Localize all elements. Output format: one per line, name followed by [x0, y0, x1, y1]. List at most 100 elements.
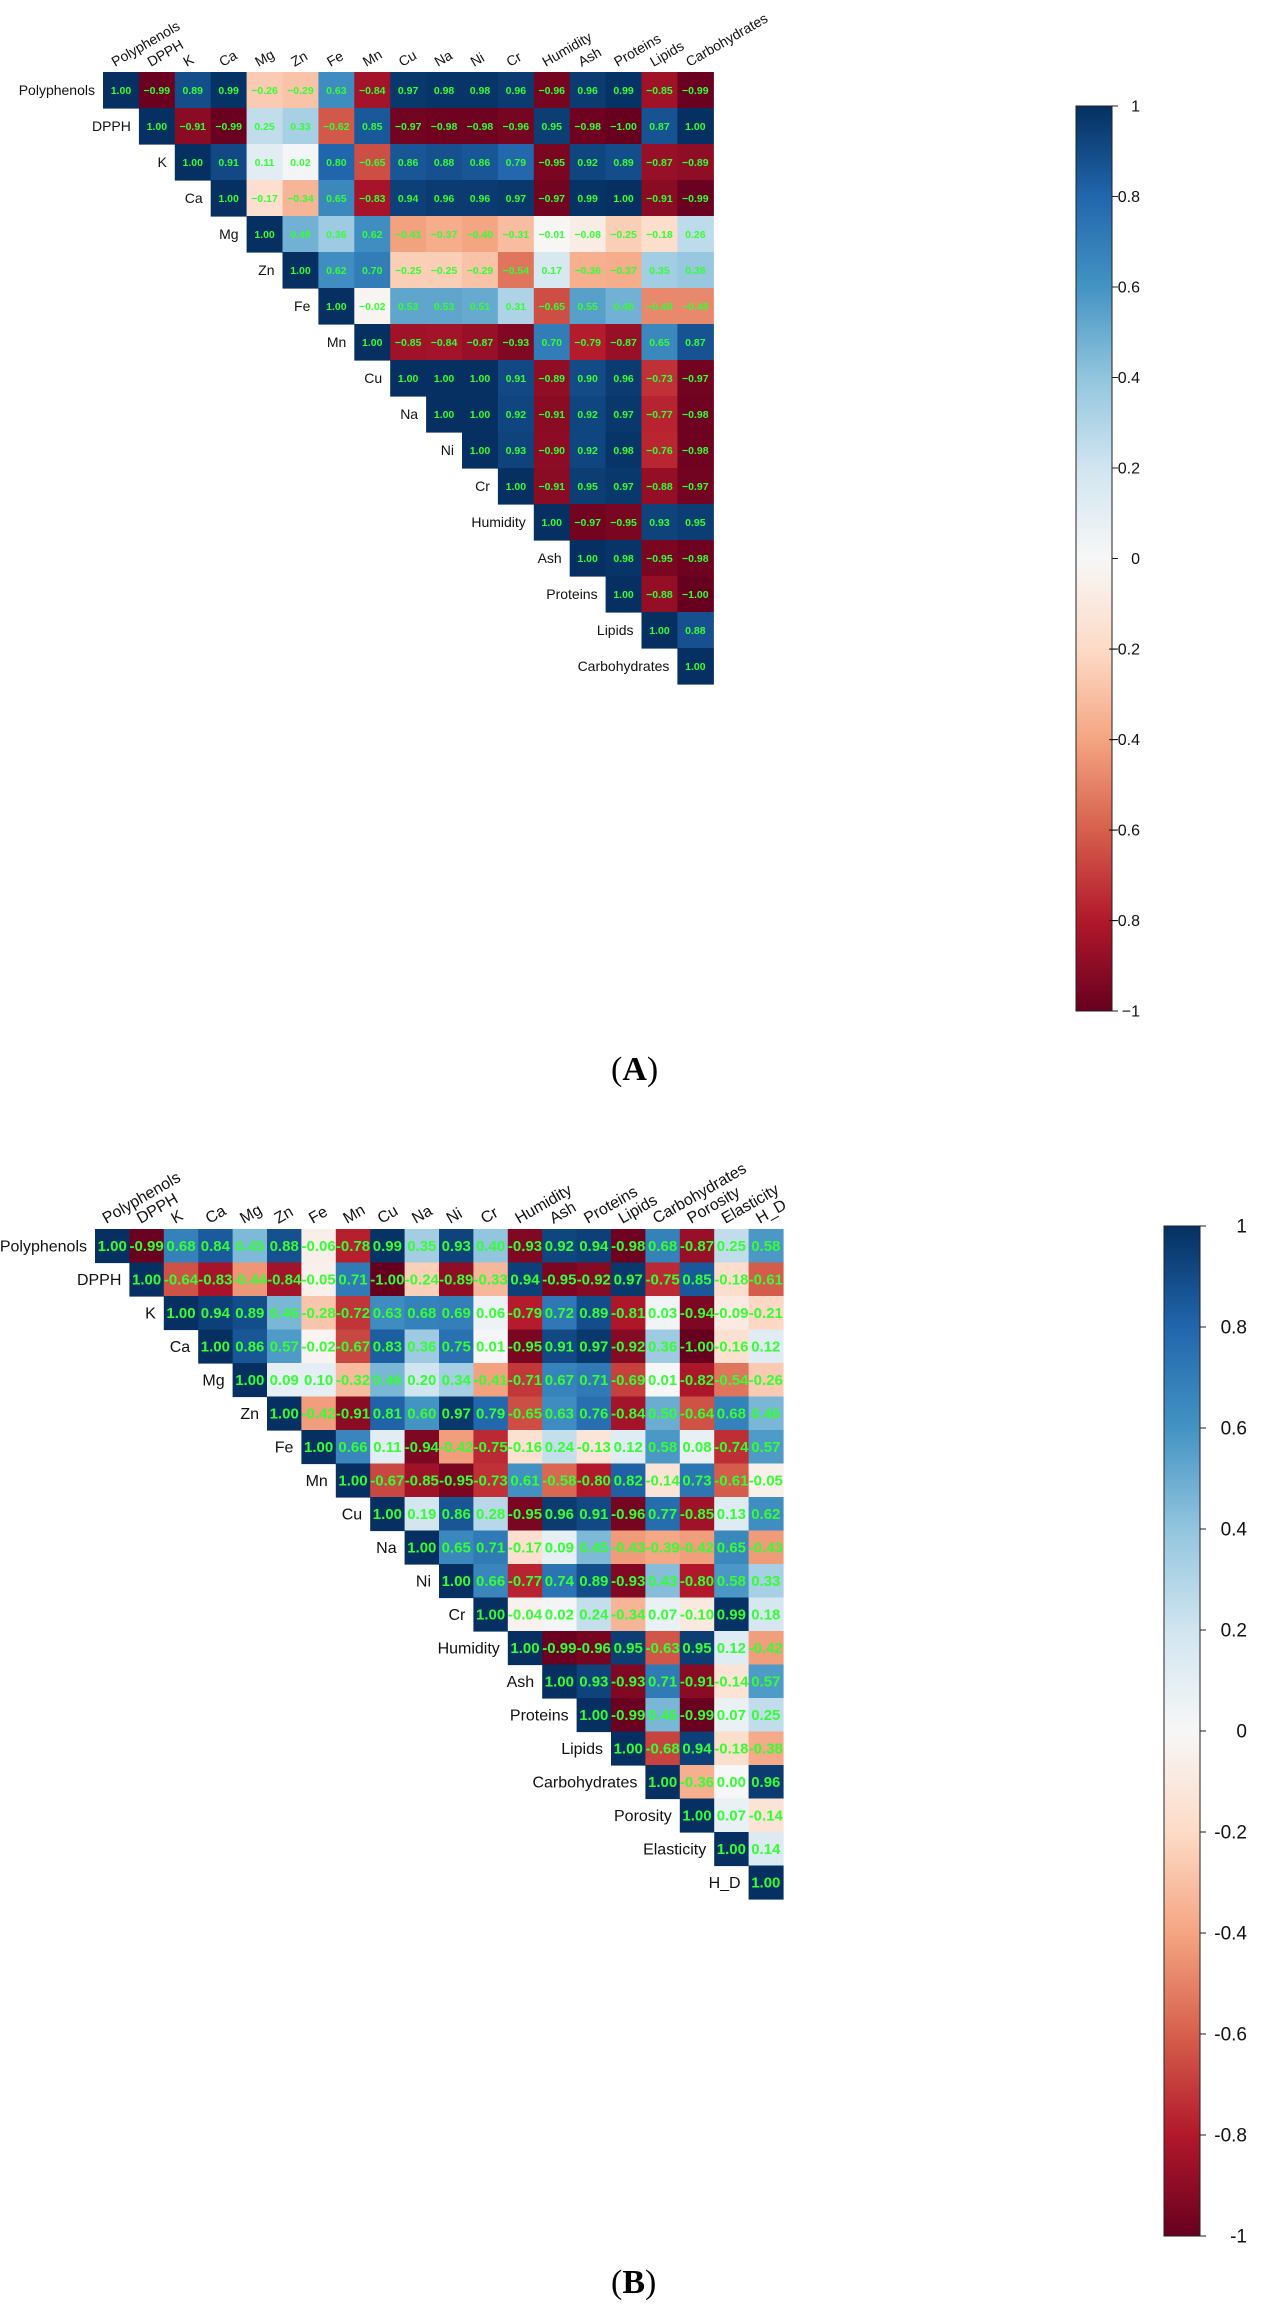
cell-value-label: -0.99	[680, 1707, 714, 1724]
cell-value-label: 1.00	[407, 1540, 436, 1557]
row-label: Humidity	[438, 1640, 500, 1657]
cell-value-label: 0.83	[373, 1339, 402, 1356]
cell-value-label: 0.95	[682, 1640, 711, 1657]
cell-value-label: -0.77	[508, 1573, 542, 1590]
cell-value-label: -0.87	[680, 1238, 714, 1255]
row-label: DPPH	[77, 1272, 121, 1289]
cell-value-label: 0.62	[751, 1506, 780, 1523]
cell-value-label: 0.96	[434, 193, 455, 205]
heatmap-cell	[645, 1463, 681, 1498]
heatmap-cell	[246, 108, 284, 145]
cell-value-label: -0.93	[508, 1238, 542, 1255]
heatmap-cell	[497, 216, 535, 253]
heatmap-cell	[390, 144, 427, 181]
heatmap-cell	[645, 1229, 681, 1264]
cell-value-label: -0.13	[577, 1439, 611, 1456]
cell-value-label: −0.36	[574, 265, 601, 277]
cell-value-label: 1.00	[577, 553, 598, 565]
cell-value-label: -0.42	[301, 1406, 335, 1423]
cell-value-label: 0.33	[751, 1573, 780, 1590]
cell-value-label: -0.94	[405, 1439, 440, 1456]
heatmap-cell	[267, 1329, 302, 1364]
heatmap-cell	[611, 1530, 646, 1565]
heatmap-cell	[645, 1262, 681, 1297]
cell-value-label: 0.18	[751, 1607, 780, 1624]
heatmap-cell	[497, 108, 535, 145]
column-label: Cu	[375, 1203, 401, 1228]
cell-value-label: 0.03	[648, 1305, 677, 1322]
cell-value-label: 0.96	[613, 373, 634, 385]
cell-value-label: −0.87	[467, 337, 494, 349]
heatmap-cell	[507, 1631, 543, 1666]
colorbar-tick-label: -0.2	[1214, 1823, 1247, 1844]
cell-value-label: 0.88	[685, 625, 706, 637]
heatmap-cell	[576, 1631, 612, 1666]
heatmap-cell	[335, 1229, 371, 1264]
heatmap-cell	[611, 1363, 646, 1398]
row-label: Carbohydrates	[578, 658, 670, 674]
row-label: Polyphenols	[19, 82, 95, 98]
heatmap-cell	[611, 1296, 646, 1331]
heatmap-cell	[426, 252, 463, 289]
heatmap-cell	[404, 1463, 440, 1498]
heatmap-cell	[318, 180, 355, 217]
cell-value-label: 0.46	[373, 1372, 402, 1389]
colorbar-tick-label: 0	[1236, 1722, 1247, 1743]
cell-value-label: −1.00	[610, 121, 637, 133]
heatmap-cell	[267, 1296, 302, 1331]
row-label: Mg	[219, 226, 238, 242]
column-label: Fe	[306, 1203, 331, 1227]
cell-value-label: −0.37	[610, 265, 637, 277]
heatmap-cell	[677, 432, 714, 469]
cell-value-label: −0.99	[215, 121, 242, 133]
heatmap-cell	[232, 1296, 268, 1331]
heatmap-cell	[404, 1363, 440, 1398]
heatmap-cell	[426, 396, 463, 433]
cell-value-label: 0.91	[218, 157, 239, 169]
row-label: Proteins	[510, 1707, 569, 1724]
cell-value-label: 1.00	[613, 589, 634, 601]
heatmap-cell	[542, 1296, 578, 1331]
heatmap-cell	[641, 396, 678, 433]
cell-value-label: 0.81	[373, 1406, 402, 1423]
heatmap-cell	[748, 1765, 784, 1800]
cell-value-label: 0.98	[613, 445, 634, 457]
cell-value-label: -0.39	[645, 1540, 679, 1557]
cell-value-label: 0.80	[326, 157, 347, 169]
heatmap-cell	[611, 1463, 646, 1498]
heatmap-cell	[611, 1731, 646, 1766]
cell-value-label: −0.89	[538, 373, 565, 385]
cell-value-label: 0.50	[648, 1406, 677, 1423]
heatmap-cell	[533, 468, 571, 505]
heatmap-cell	[282, 252, 319, 289]
heatmap-cell	[138, 108, 176, 145]
row-label: Cr	[449, 1607, 467, 1624]
heatmap-cell	[748, 1497, 784, 1532]
cell-value-label: 0.92	[577, 409, 598, 421]
cell-value-label: 0.86	[442, 1506, 471, 1523]
cell-value-label: 0.92	[506, 409, 527, 421]
heatmap-cell	[370, 1497, 406, 1532]
heatmap-cell	[282, 108, 319, 145]
heatmap-cell	[301, 1396, 337, 1431]
cell-value-label: −1.00	[682, 589, 709, 601]
heatmap-cell	[129, 1262, 165, 1297]
heatmap-cell	[210, 72, 248, 109]
row-label: Lipids	[597, 622, 634, 638]
heatmap-cell	[569, 324, 607, 361]
heatmap-cell	[569, 468, 607, 505]
colorbar-tick-label: -0.8	[1214, 2126, 1247, 2147]
cell-value-label: 0.58	[717, 1573, 746, 1590]
heatmap-cell	[576, 1396, 612, 1431]
heatmap-cell	[533, 216, 571, 253]
cell-value-label: −0.17	[251, 193, 278, 205]
heatmap-cell	[497, 432, 535, 469]
heatmap-cell	[174, 144, 212, 181]
cell-value-label: 0.46	[751, 1406, 780, 1423]
cell-value-label: 0.66	[476, 1573, 505, 1590]
colorbar-tick-label: -1	[1230, 2227, 1247, 2248]
heatmap-cell	[246, 144, 284, 181]
heatmap-cell	[138, 72, 176, 109]
cell-value-label: −0.65	[538, 301, 565, 313]
row-label: Ash	[507, 1674, 535, 1691]
